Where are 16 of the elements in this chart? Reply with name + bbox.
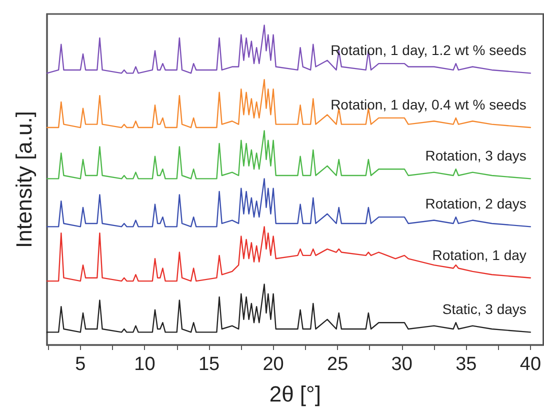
x-tick-label: 40 <box>520 354 542 375</box>
series-label: Rotation, 1 day, 0.4 wt % seeds <box>330 96 526 113</box>
x-tick-label: 30 <box>391 354 412 375</box>
series-label: Rotation, 1 day, 1.2 wt % seeds <box>330 42 526 58</box>
series-label: Rotation, 3 days <box>425 148 526 164</box>
x-axis-title: 2θ [°] <box>269 382 321 406</box>
x-tick-label: 15 <box>198 354 220 375</box>
y-axis-title: Intensity [a.u.] <box>12 111 36 248</box>
x-tick-label: 25 <box>327 354 348 375</box>
x-tick-label: 35 <box>456 354 477 375</box>
series-label: Rotation, 2 days <box>425 196 526 212</box>
series-label: Rotation, 1 day <box>432 246 526 263</box>
series-label: Static, 3 days <box>442 301 526 318</box>
x-tick-label: 5 <box>75 354 86 375</box>
x-tick-label: 10 <box>134 354 156 375</box>
x-tick-label: 20 <box>262 354 284 375</box>
